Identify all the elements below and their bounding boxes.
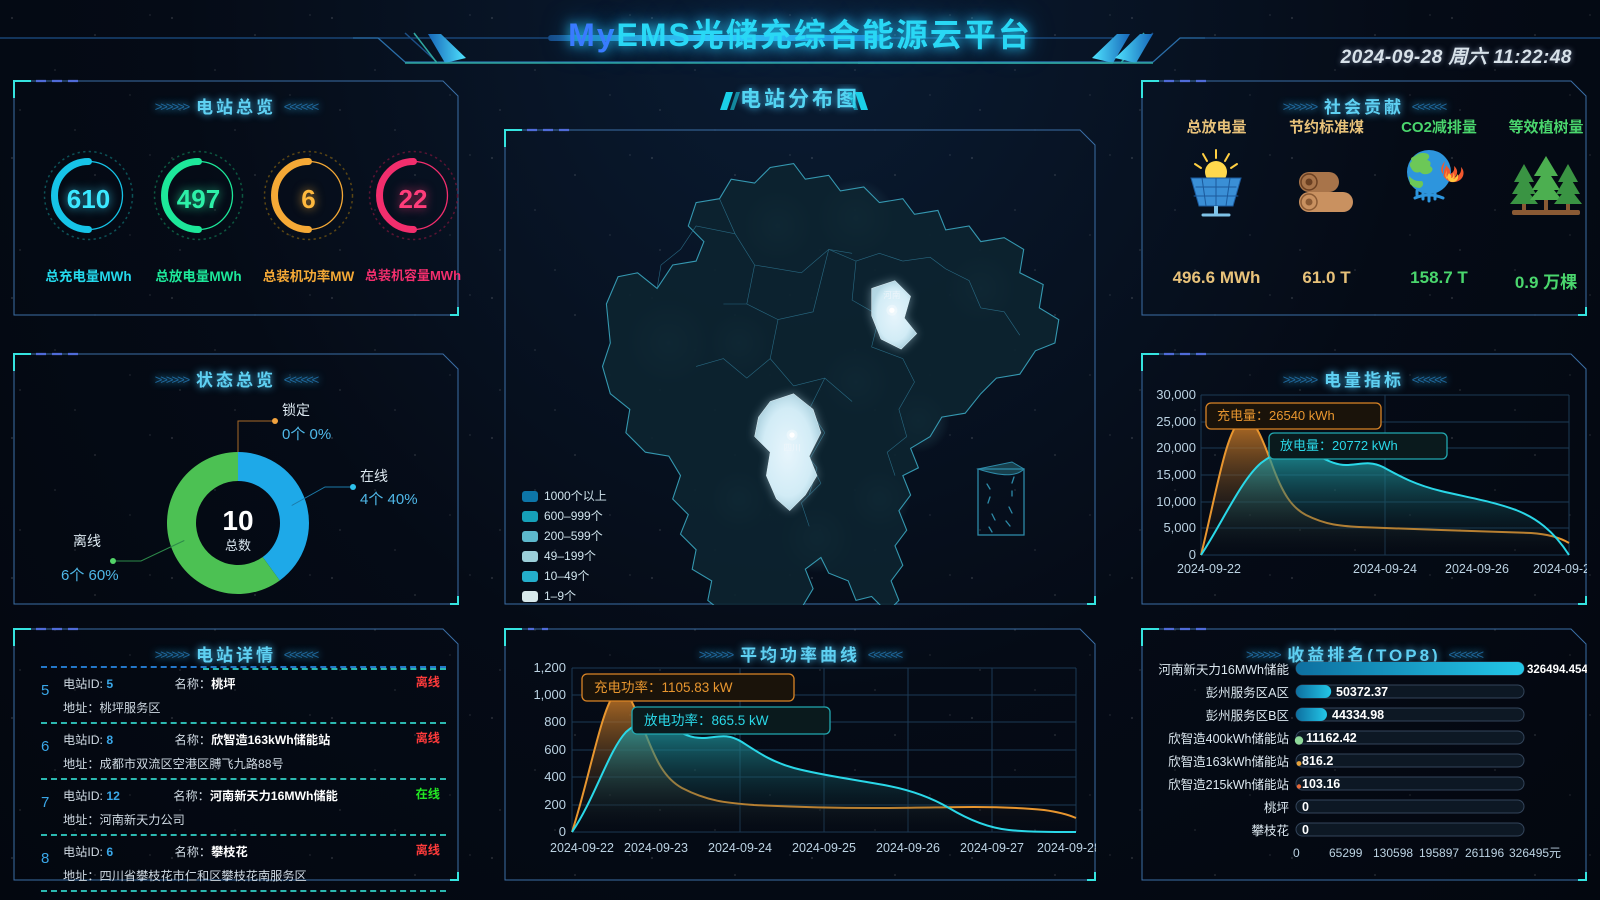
svg-text:600–999个: 600–999个 bbox=[544, 509, 603, 523]
svg-text:50372.37: 50372.37 bbox=[1336, 685, 1388, 699]
svg-text:总数: 总数 bbox=[225, 538, 251, 553]
svg-text:离线: 离线 bbox=[73, 533, 101, 549]
svg-text:欣智造400kWh储能站: 欣智造400kWh储能站 bbox=[1168, 731, 1289, 746]
svg-text:2024-09-23: 2024-09-23 bbox=[624, 841, 688, 855]
svg-text:195897: 195897 bbox=[1419, 846, 1459, 860]
svg-text:600: 600 bbox=[544, 742, 566, 757]
svg-text:河南: 河南 bbox=[883, 289, 901, 300]
svg-text:44334.98: 44334.98 bbox=[1332, 708, 1384, 722]
svg-text:10–49个: 10–49个 bbox=[544, 569, 589, 583]
svg-text:放电功率：865.5 kW: 放电功率：865.5 kW bbox=[644, 712, 769, 728]
svg-text:4个 40%: 4个 40% bbox=[360, 491, 418, 508]
svg-text:800: 800 bbox=[544, 714, 566, 729]
svg-text:326494.454: 326494.454 bbox=[1527, 664, 1587, 676]
svg-text:200–599个: 200–599个 bbox=[544, 529, 603, 543]
svg-text:200: 200 bbox=[544, 797, 566, 812]
svg-text:2024-09-24: 2024-09-24 bbox=[708, 841, 772, 855]
svg-text:5,000: 5,000 bbox=[1163, 520, 1196, 535]
svg-text:在线: 在线 bbox=[360, 468, 388, 484]
svg-text:11162.42: 11162.42 bbox=[1306, 731, 1357, 745]
svg-text:10,000: 10,000 bbox=[1156, 494, 1196, 509]
svg-text:彭州服务区B区: 彭州服务区B区 bbox=[1206, 708, 1289, 723]
svg-text:65299: 65299 bbox=[1329, 846, 1363, 860]
svg-text:1,200: 1,200 bbox=[533, 660, 566, 675]
svg-text:20,000: 20,000 bbox=[1156, 440, 1196, 455]
svg-text:桃坪: 桃坪 bbox=[1264, 800, 1289, 815]
svg-text:充电功率：1105.83 kW: 充电功率：1105.83 kW bbox=[594, 679, 733, 695]
svg-text:6个 60%: 6个 60% bbox=[61, 567, 119, 584]
svg-text:2024-09-28: 2024-09-28 bbox=[1037, 841, 1096, 855]
svg-text:30,000: 30,000 bbox=[1156, 387, 1196, 402]
svg-text:充电量：26540 kWh: 充电量：26540 kWh bbox=[1217, 408, 1335, 423]
svg-text:2024-09-27: 2024-09-27 bbox=[960, 841, 1024, 855]
svg-text:2024-09-24: 2024-09-24 bbox=[1353, 562, 1417, 576]
svg-text:0个 0%: 0个 0% bbox=[282, 426, 331, 443]
svg-text:2024-09-26: 2024-09-26 bbox=[876, 841, 940, 855]
svg-text:0: 0 bbox=[1293, 846, 1300, 860]
svg-text:2024-09-26: 2024-09-26 bbox=[1445, 562, 1509, 576]
svg-text:0: 0 bbox=[1189, 547, 1196, 562]
svg-text:欣智造215kWh储能站: 欣智造215kWh储能站 bbox=[1168, 777, 1289, 792]
svg-text:锁定: 锁定 bbox=[282, 402, 310, 418]
svg-text:816.2: 816.2 bbox=[1302, 754, 1333, 768]
svg-text:130598: 130598 bbox=[1373, 846, 1413, 860]
svg-text:1000个以上: 1000个以上 bbox=[544, 489, 607, 503]
svg-text:2024-09-28: 2024-09-28 bbox=[1533, 562, 1587, 576]
svg-text:10: 10 bbox=[222, 505, 253, 536]
svg-text:25,000: 25,000 bbox=[1156, 414, 1196, 429]
svg-text:河南新天力16MWh储能: 河南新天力16MWh储能 bbox=[1158, 662, 1289, 677]
svg-text:400: 400 bbox=[544, 769, 566, 784]
svg-text:2024-09-25: 2024-09-25 bbox=[792, 841, 856, 855]
svg-text:103.16: 103.16 bbox=[1302, 777, 1340, 791]
svg-text:彭州服务区A区: 彭州服务区A区 bbox=[1206, 685, 1289, 700]
svg-text:1–9个: 1–9个 bbox=[544, 589, 576, 603]
svg-text:2024-09-22: 2024-09-22 bbox=[1177, 562, 1241, 576]
svg-text:攀枝花: 攀枝花 bbox=[1251, 823, 1289, 838]
svg-text:欣智造163kWh储能站: 欣智造163kWh储能站 bbox=[1168, 754, 1289, 769]
svg-text:四川: 四川 bbox=[783, 443, 800, 453]
svg-text:2024-09-22: 2024-09-22 bbox=[550, 841, 614, 855]
svg-text:电站分布图: 电站分布图 bbox=[740, 88, 860, 111]
svg-text:放电量：20772 kWh: 放电量：20772 kWh bbox=[1280, 438, 1398, 453]
svg-text:0: 0 bbox=[559, 824, 566, 839]
svg-text:元: 元 bbox=[1549, 846, 1561, 860]
svg-text:0: 0 bbox=[1302, 823, 1309, 837]
svg-text:49–199个: 49–199个 bbox=[544, 549, 596, 563]
svg-text:261196: 261196 bbox=[1465, 846, 1504, 860]
svg-text:1,000: 1,000 bbox=[533, 687, 566, 702]
svg-text:0: 0 bbox=[1302, 800, 1309, 814]
svg-text:326495: 326495 bbox=[1509, 846, 1549, 860]
svg-text:15,000: 15,000 bbox=[1156, 467, 1196, 482]
